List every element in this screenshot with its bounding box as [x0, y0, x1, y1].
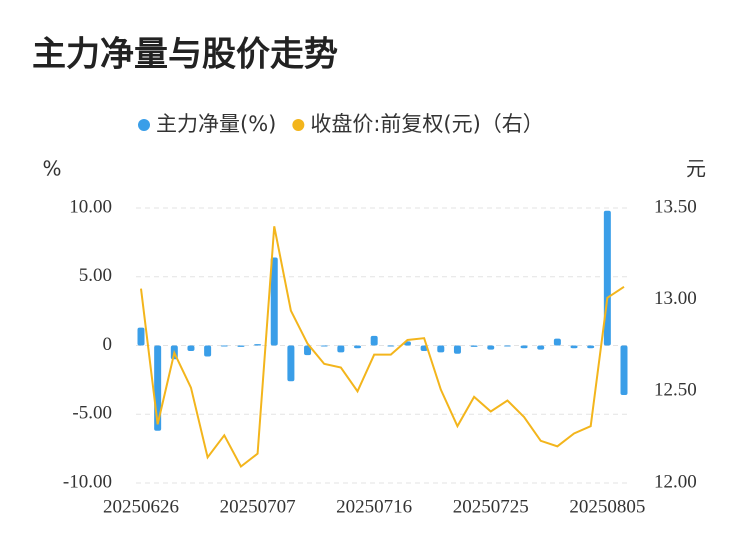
x-tick-label: 20250626	[103, 496, 179, 517]
legend-marker	[292, 119, 305, 131]
y-axis-unit: %	[42, 157, 61, 181]
x-tick-label: 20250707	[220, 496, 296, 517]
bar	[387, 345, 395, 347]
bar	[537, 345, 545, 350]
bar	[137, 327, 145, 346]
bar	[237, 345, 245, 347]
bar	[603, 210, 611, 346]
bar	[287, 345, 295, 382]
y-tick-label: -5.00	[72, 403, 112, 424]
y-tick-label: 10.00	[69, 196, 112, 217]
price-line	[140, 226, 625, 469]
bar	[453, 345, 461, 354]
bar	[187, 345, 195, 351]
bar	[204, 345, 212, 357]
bar	[553, 338, 561, 346]
bar	[270, 257, 278, 346]
y2-tick-label: 13.50	[654, 196, 697, 217]
y2-axis-unit: 元	[686, 157, 706, 181]
x-tick-label: 20250805	[569, 496, 645, 517]
bar	[620, 345, 628, 395]
bar	[437, 345, 445, 353]
y2-tick-label: 12.00	[654, 471, 697, 492]
bar	[354, 345, 362, 349]
bar	[320, 345, 328, 347]
bar	[470, 345, 478, 347]
y2-tick-label: 12.50	[654, 380, 697, 401]
bar	[520, 345, 528, 349]
bar	[420, 345, 428, 351]
x-tick-label: 20250716	[336, 496, 412, 517]
legend-label: 收盘价:前复权(元)（右）	[310, 112, 543, 136]
x-tick-label: 20250725	[453, 496, 529, 517]
bar	[304, 345, 312, 356]
bar	[487, 345, 495, 350]
bar	[370, 335, 378, 346]
y2-tick-label: 13.00	[654, 288, 697, 309]
bar	[220, 345, 228, 347]
chart-title: 主力净量与股价走势	[32, 35, 338, 75]
legend-label: 主力净量(%)	[156, 112, 276, 136]
bar	[587, 345, 595, 349]
bar	[570, 345, 578, 349]
bar	[503, 345, 511, 347]
y-tick-label: 5.00	[79, 265, 112, 286]
bar	[254, 344, 262, 346]
y-tick-label: -10.00	[63, 471, 112, 492]
bar	[337, 345, 345, 353]
y-tick-label: 0	[103, 334, 113, 355]
legend-marker	[138, 119, 150, 131]
